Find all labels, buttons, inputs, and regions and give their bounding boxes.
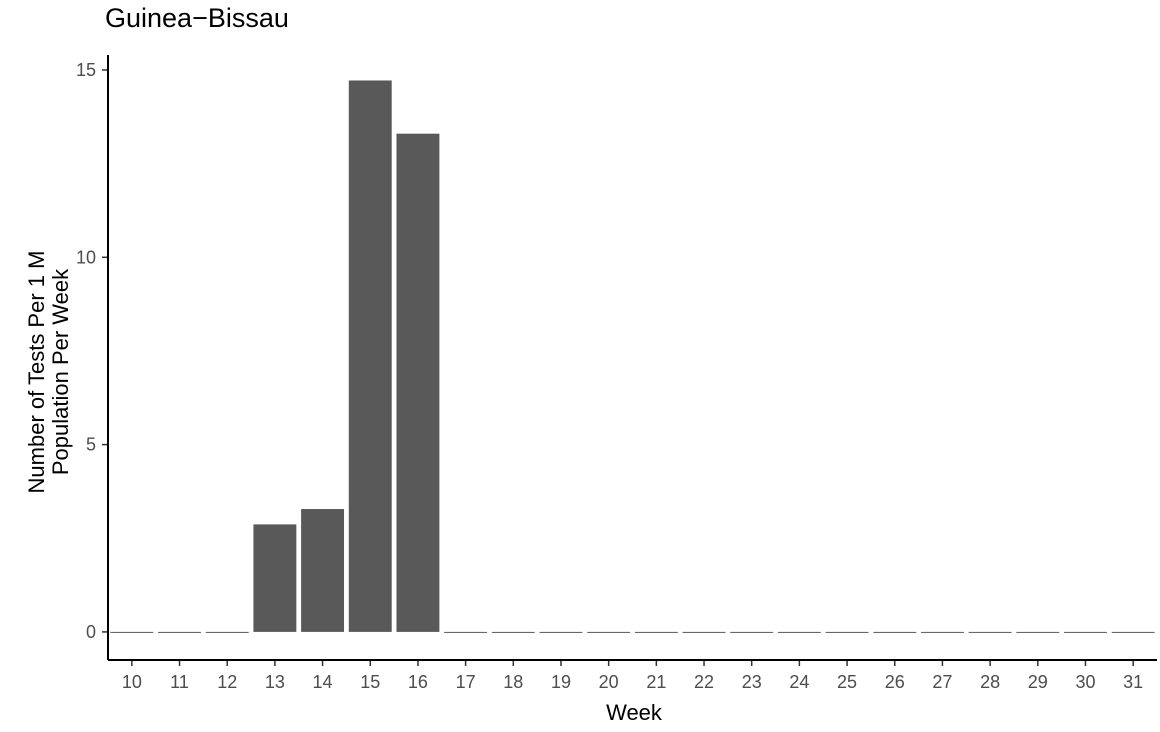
x-tick-label-24: 24 (789, 672, 809, 692)
bars (110, 80, 1155, 633)
bar-week-17 (444, 631, 488, 633)
y-tick-label-5: 5 (86, 435, 96, 455)
x-tick-label-17: 17 (456, 672, 476, 692)
x-tick-label-25: 25 (837, 672, 857, 692)
bar-week-12 (205, 631, 249, 633)
x-tick-label-26: 26 (885, 672, 905, 692)
x-tick-label-23: 23 (742, 672, 762, 692)
x-tick-label-28: 28 (980, 672, 1000, 692)
x-tick-label-19: 19 (551, 672, 571, 692)
bar-week-20 (587, 631, 631, 633)
bar-week-25 (825, 631, 869, 633)
bar-week-10 (110, 631, 154, 633)
y-axis-title: Number of Tests Per 1 M Population Per W… (24, 251, 73, 494)
bar-week-31 (1111, 631, 1155, 633)
bar-week-11 (158, 631, 201, 633)
y-axis-title-line-1: Number of Tests Per 1 M (24, 251, 49, 494)
x-axis: 10 11 12 13 14 15 16 17 18 19 20 21 22 23 24 25 26 27 28 29… (108, 659, 1157, 692)
bar-week-22 (682, 631, 726, 633)
bar-week-15 (348, 80, 392, 632)
bar-week-30 (1064, 631, 1107, 633)
x-tick-label-12: 12 (217, 672, 237, 692)
bar-week-24 (777, 631, 821, 633)
y-tick-label-15: 15 (76, 60, 96, 80)
x-tick-label-16: 16 (408, 672, 428, 692)
bar-week-23 (730, 631, 774, 633)
bar-week-19 (539, 631, 583, 633)
bar-week-13 (253, 524, 297, 632)
x-tick-label-29: 29 (1028, 672, 1048, 692)
bar-week-18 (491, 631, 535, 633)
x-tick-label-10: 10 (122, 672, 142, 692)
chart-title: Guinea−Bissau (105, 3, 289, 33)
x-axis-title: Week (606, 700, 663, 725)
x-tick-label-11: 11 (170, 672, 189, 692)
x-tick-label-27: 27 (932, 672, 952, 692)
bar-week-26 (873, 631, 917, 633)
bar-week-14 (301, 509, 345, 632)
bar-week-21 (634, 631, 678, 633)
x-tick-label-18: 18 (503, 672, 523, 692)
x-tick-label-22: 22 (694, 672, 714, 692)
x-tick-label-14: 14 (313, 672, 333, 692)
x-tick-label-13: 13 (265, 672, 285, 692)
bar-week-28 (968, 631, 1012, 633)
bar-week-29 (1016, 631, 1060, 633)
y-axis-title-line-2: Population Per Week (48, 268, 73, 475)
x-tick-label-20: 20 (599, 672, 619, 692)
x-tick-label-21: 21 (646, 672, 666, 692)
x-tick-label-15: 15 (360, 672, 380, 692)
x-tick-label-31: 31 (1123, 672, 1143, 692)
y-tick-label-10: 10 (76, 247, 96, 267)
bar-week-16 (396, 133, 440, 632)
y-axis: 0 5 10 15 (76, 55, 109, 660)
x-tick-label-30: 30 (1075, 672, 1095, 692)
bar-week-27 (920, 631, 964, 633)
y-tick-label-0: 0 (86, 622, 96, 642)
